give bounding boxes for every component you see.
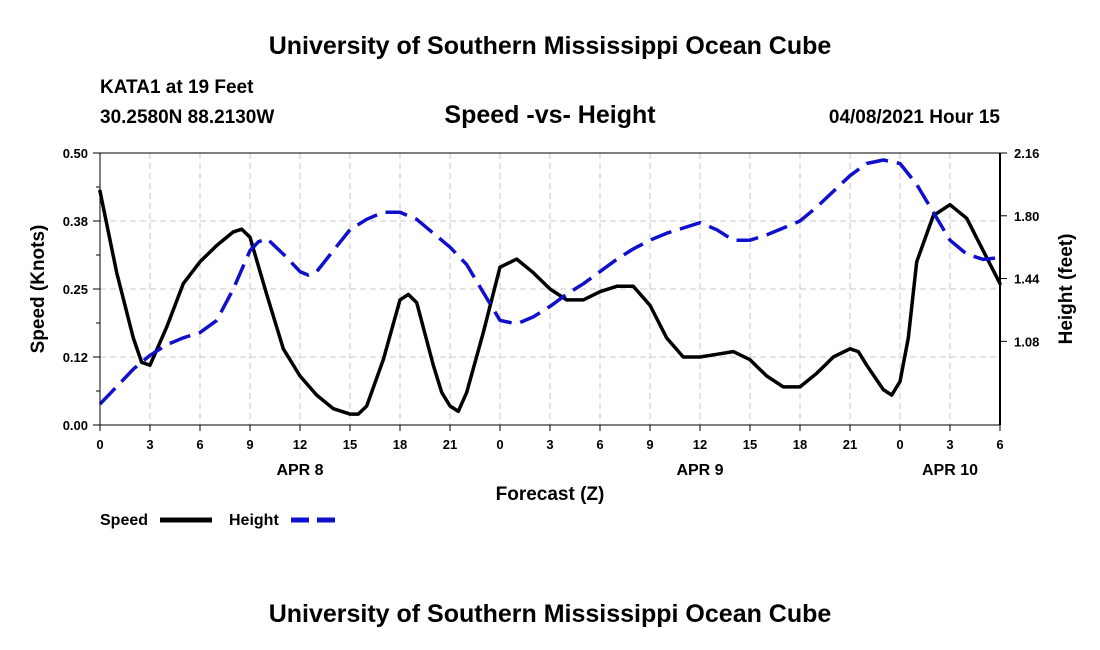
legend-height-label: Height — [229, 512, 279, 529]
y-tick-label: 0.50 — [63, 146, 88, 161]
x-tick-label: 3 — [146, 437, 153, 452]
x-tick-label: 21 — [443, 437, 457, 452]
legend: Speed Height — [100, 512, 343, 529]
date-label: APR 9 — [676, 462, 723, 479]
date-label: APR 10 — [922, 462, 978, 479]
y2-axis-title: Height (feet) — [1056, 234, 1077, 345]
x-tick-label: 0 — [496, 437, 503, 452]
x-tick-label: 6 — [196, 437, 203, 452]
x-tick-label: 0 — [96, 437, 103, 452]
date-label: APR 8 — [276, 462, 323, 479]
y2-tick-label: 1.80 — [1014, 209, 1039, 224]
legend-speed-label: Speed — [100, 512, 148, 529]
speed-series-line — [98, 189, 1002, 416]
x-tick-label: 18 — [793, 437, 807, 452]
y-tick-label: 0.38 — [63, 214, 88, 229]
x-tick-label: 6 — [596, 437, 603, 452]
coordinates-label: 30.2580N 88.2130W — [100, 107, 275, 128]
y2-tick-label: 1.44 — [1014, 272, 1040, 287]
x-tick-label: 3 — [546, 437, 553, 452]
series-layer — [98, 158, 1002, 416]
x-tick-label: 9 — [646, 437, 653, 452]
top-title: University of Southern Mississippi Ocean… — [268, 32, 832, 60]
x-tick-label: 12 — [693, 437, 707, 452]
x-tick-label: 12 — [293, 437, 307, 452]
x-axis-title: Forecast (Z) — [496, 484, 605, 505]
x-tick-label: 9 — [246, 437, 253, 452]
x-tick-label: 15 — [743, 437, 757, 452]
x-tick-label: 15 — [343, 437, 357, 452]
x-tick-label: 21 — [843, 437, 857, 452]
run-date-label: 04/08/2021 Hour 15 — [828, 107, 1000, 128]
y-tick-label: 0.00 — [63, 418, 88, 433]
chart-subtitle: Speed -vs- Height — [444, 101, 656, 129]
x-tick-label: 3 — [946, 437, 953, 452]
bottom-title: University of Southern Mississippi Ocean… — [268, 600, 832, 628]
y2-tick-label: 2.16 — [1014, 146, 1039, 161]
y-tick-label: 0.25 — [63, 282, 88, 297]
station-label: KATA1 at 19 Feet — [100, 77, 254, 98]
height-series-line — [98, 158, 1001, 406]
y-axis-title: Speed (Knots) — [28, 225, 49, 354]
x-tick-label: 0 — [896, 437, 903, 452]
y2-tick-label: 1.08 — [1014, 334, 1039, 349]
y-tick-label: 0.12 — [63, 350, 88, 365]
axes-layer — [93, 152, 1007, 431]
x-tick-label: 18 — [393, 437, 407, 452]
label-layer: 0 3 6 9 12 15 18 21 0 3 6 9 12 15 18 21 0 3 6 0.00 0.12 0.25 0… — [28, 146, 1077, 505]
x-tick-label: 6 — [996, 437, 1003, 452]
